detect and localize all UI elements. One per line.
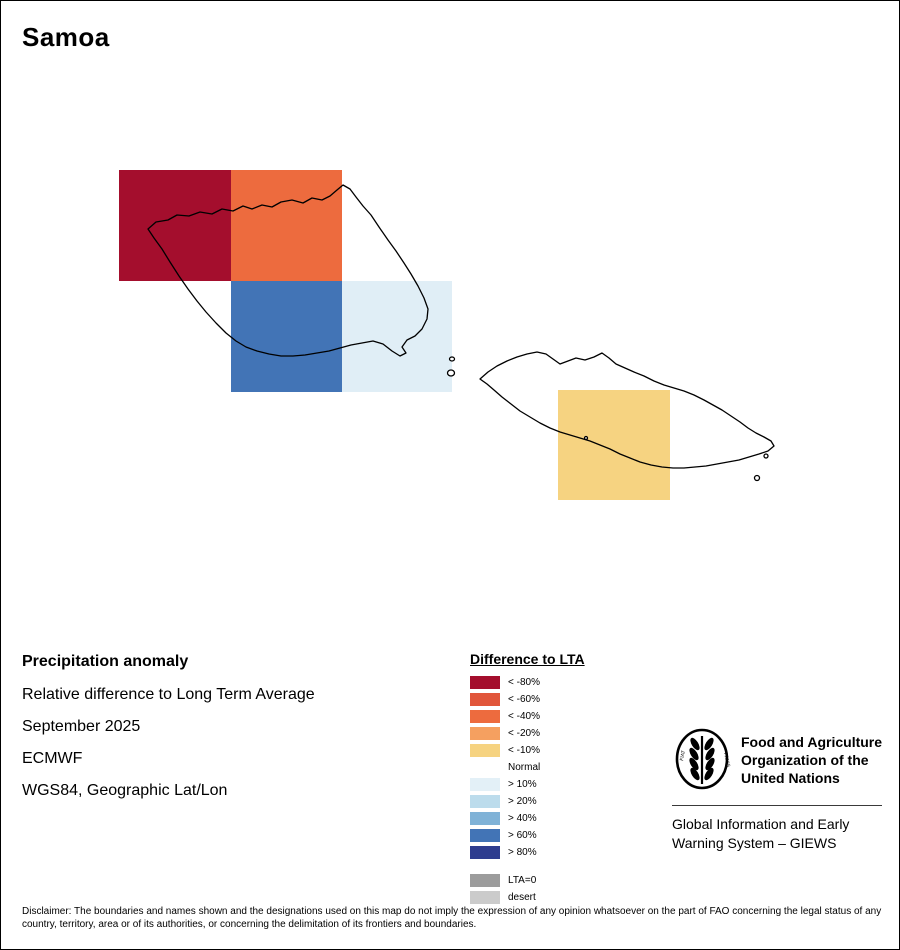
legend-label: > 80% — [508, 847, 537, 858]
anomaly-cell — [558, 390, 670, 500]
svg-text:PANIS: PANIS — [722, 752, 731, 768]
page-title: Samoa — [22, 22, 110, 52]
legend-swatch — [470, 761, 500, 774]
svg-text:FIAT: FIAT — [679, 750, 687, 761]
legend-label: > 20% — [508, 796, 537, 807]
legend-label: Normal — [508, 762, 541, 773]
legend-row: < -40% — [470, 708, 585, 725]
legend-row: < -80% — [470, 674, 585, 691]
island-outline-east — [479, 351, 775, 469]
info-line-projection: WGS84, Geographic Lat/Lon — [22, 782, 228, 799]
legend-title: Difference to LTA — [470, 651, 585, 667]
anomaly-cell — [119, 170, 231, 281]
legend-label: < -20% — [508, 728, 540, 739]
legend-label: > 40% — [508, 813, 537, 824]
fao-footer: FIAT PANIS Food and Agriculture Organiza… — [672, 727, 884, 853]
legend-row: < -10% — [470, 742, 585, 759]
legend-row: > 10% — [470, 776, 585, 793]
info-line-date: September 2025 — [22, 718, 141, 735]
legend-swatch — [470, 846, 500, 859]
anomaly-cells — [119, 170, 670, 500]
legend-swatch — [470, 693, 500, 706]
footer-divider — [672, 805, 882, 806]
info-line-subtitle: Relative difference to Long Term Average — [22, 686, 315, 703]
legend-swatch — [470, 829, 500, 842]
fao-logo-icon: FIAT PANIS — [672, 727, 732, 796]
disclaimer-text: Disclaimer: The boundaries and names sho… — [22, 906, 882, 930]
info-heading: Precipitation anomaly — [22, 653, 189, 670]
fao-org-name: Food and Agriculture Organization of the… — [741, 734, 883, 786]
legend-label: < -80% — [508, 677, 540, 688]
islet-outlines — [446, 356, 769, 482]
legend-swatch — [470, 795, 500, 808]
legend-label: > 60% — [508, 830, 537, 841]
legend-swatch — [470, 812, 500, 825]
legend-swatch — [470, 891, 500, 904]
legend-swatch — [470, 710, 500, 723]
giews-label: Global Information and Early Warning Sys… — [672, 816, 850, 851]
map-info-block: Precipitation anomaly Relative differenc… — [22, 653, 315, 814]
legend: Difference to LTA < -80% < -60% < -40% < -2… — [470, 651, 585, 906]
legend-swatch — [470, 744, 500, 757]
legend-row: > 60% — [470, 827, 585, 844]
legend-row: LTA=0 — [470, 872, 585, 889]
legend-swatch — [470, 874, 500, 887]
legend-special-items: LTA=0 desert — [470, 872, 585, 906]
legend-label: < -40% — [508, 711, 540, 722]
legend-row: desert — [470, 889, 585, 906]
legend-swatch — [470, 727, 500, 740]
legend-row: < -60% — [470, 691, 585, 708]
anomaly-cell — [231, 281, 342, 392]
legend-row: Normal — [470, 759, 585, 776]
legend-label: > 10% — [508, 779, 537, 790]
legend-label: < -10% — [508, 745, 540, 756]
island-outlines — [147, 184, 775, 482]
anomaly-cell — [231, 170, 342, 281]
legend-label: < -60% — [508, 694, 540, 705]
legend-label: LTA=0 — [508, 875, 537, 886]
legend-row: > 40% — [470, 810, 585, 827]
legend-row: > 20% — [470, 793, 585, 810]
legend-row: > 80% — [470, 844, 585, 861]
info-line-source: ECMWF — [22, 750, 83, 767]
legend-swatch — [470, 778, 500, 791]
legend-row: < -20% — [470, 725, 585, 742]
legend-items: < -80% < -60% < -40% < -20% < -10% Normal > 10… — [470, 674, 585, 861]
legend-label: desert — [508, 892, 536, 903]
anomaly-cell — [342, 281, 452, 392]
island-outline-west — [147, 184, 429, 357]
legend-swatch — [470, 676, 500, 689]
